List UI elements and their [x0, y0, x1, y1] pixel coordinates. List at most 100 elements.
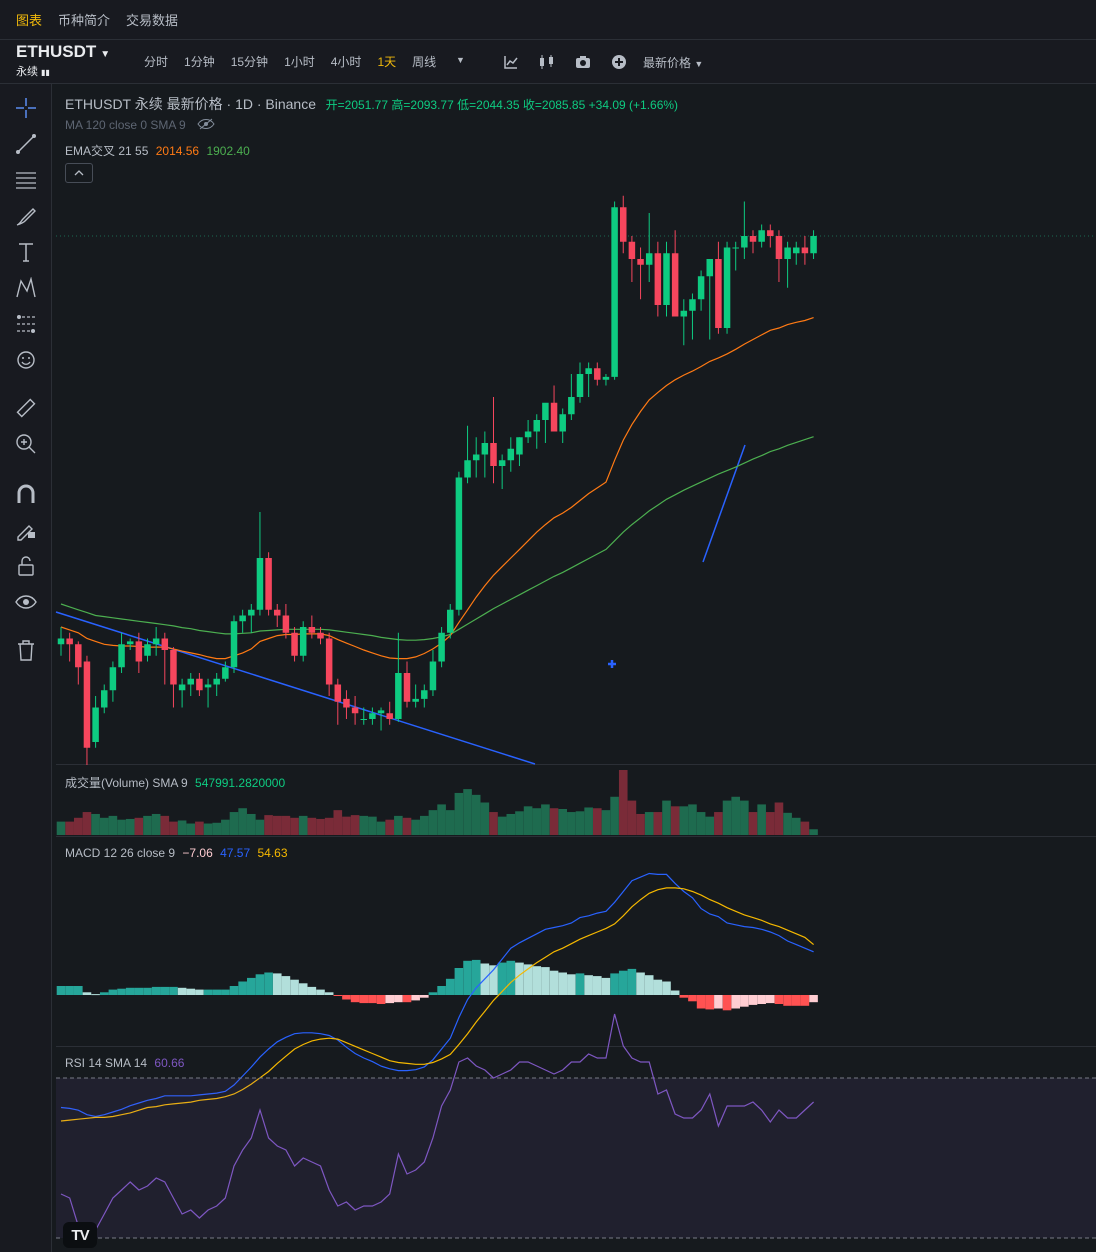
candle-body	[386, 713, 393, 719]
volume-bar	[627, 800, 637, 835]
zoom-in-icon[interactable]	[13, 431, 39, 457]
eye-icon[interactable]	[13, 589, 39, 615]
pane-divider[interactable]	[56, 764, 1096, 765]
candle-body	[810, 236, 817, 254]
trash-icon[interactable]	[13, 637, 39, 663]
macd-hist-bar	[212, 989, 221, 995]
volume-bar	[65, 821, 74, 835]
eye-hidden-icon[interactable]	[197, 118, 215, 133]
candle-body	[334, 684, 342, 702]
macd-hist-bar	[541, 967, 550, 995]
volume-bar	[411, 819, 420, 835]
candle-body	[637, 259, 644, 265]
collapse-legend-button[interactable]	[65, 163, 93, 183]
volume-bar	[350, 815, 360, 835]
symbol-name: ETHUSDT	[16, 42, 97, 61]
candle-body	[620, 207, 627, 242]
candle-body	[57, 638, 65, 645]
main-legend: ETHUSDT 永续 最新价格 · 1D · Binance 开=2051.77…	[65, 94, 678, 114]
macd-hist-bar	[143, 987, 152, 995]
lock-icon[interactable]	[13, 553, 39, 579]
macd-hist-bar	[316, 989, 325, 995]
crosshair-icon[interactable]	[13, 95, 39, 121]
tradingview-logo[interactable]: TV	[63, 1222, 97, 1248]
candle-body	[101, 690, 108, 708]
macd-hist-bar	[740, 995, 749, 1007]
candle-body	[767, 230, 774, 236]
interval-2[interactable]: 15分钟	[230, 55, 269, 69]
candle-body	[507, 448, 515, 461]
macd-hist-bar	[203, 989, 213, 995]
macd-hist-bar	[714, 995, 723, 1009]
macd-hist-bar	[385, 995, 394, 1004]
high-value: 2093.77	[410, 98, 454, 112]
change-value: +34.09 (+1.66%)	[588, 98, 679, 112]
fib-icon[interactable]	[13, 311, 39, 337]
candle-body	[749, 236, 757, 242]
macd-hist-bar	[117, 988, 126, 995]
brush-icon[interactable]	[13, 203, 39, 229]
volume-bar	[532, 808, 542, 835]
pane-divider[interactable]	[56, 836, 1096, 837]
volume-bar	[74, 817, 83, 835]
candle-body	[109, 667, 117, 691]
macd-hist-bar	[247, 977, 256, 995]
macd-hist-bar	[238, 981, 247, 995]
add-icon[interactable]	[608, 51, 630, 73]
macd-hist-bar	[523, 964, 533, 995]
interval-1[interactable]: 1分钟	[184, 55, 215, 69]
interval-5[interactable]: 1天	[377, 55, 397, 69]
price-type-select[interactable]: 最新价格 ▼	[643, 56, 704, 70]
emoji-icon[interactable]	[13, 347, 39, 373]
macd-hist-bar	[91, 994, 100, 996]
candle-type-icon[interactable]	[536, 51, 558, 73]
volume-bar	[618, 770, 628, 835]
magnet-icon[interactable]	[13, 481, 39, 507]
ruler-icon[interactable]	[13, 395, 39, 421]
volume-bar	[679, 806, 689, 835]
interval-6[interactable]: 周线	[412, 55, 437, 69]
macd-hist-bar	[290, 979, 299, 995]
volume-bar	[662, 800, 671, 835]
camera-icon[interactable]	[572, 51, 594, 73]
macd-hist-bar	[281, 976, 291, 995]
volume-bar	[636, 813, 645, 835]
candle-body	[421, 690, 428, 699]
candle-body	[308, 627, 316, 633]
volume-bar	[471, 794, 481, 835]
text-icon[interactable]	[13, 239, 39, 265]
caret-down-icon: ▼	[100, 49, 111, 60]
horizontal-lines-icon[interactable]	[13, 167, 39, 193]
macd-hist-bar	[333, 995, 343, 996]
candle-body	[317, 632, 324, 639]
candle-body	[178, 684, 186, 691]
macd-hist-bar	[65, 986, 74, 995]
pattern-icon[interactable]	[13, 275, 39, 301]
macd-hist-bar	[108, 989, 118, 995]
indicator-icon[interactable]	[500, 51, 522, 73]
tab-chart[interactable]: 图表	[16, 13, 43, 28]
candle-body	[628, 241, 636, 259]
interval-4[interactable]: 4小时	[330, 55, 362, 69]
candle-body	[135, 641, 143, 662]
candle-body	[654, 253, 662, 305]
candle-body	[343, 698, 350, 708]
volume-bar	[428, 810, 438, 835]
symbol-sub: 永续 ▮▮	[16, 66, 50, 78]
tab-coin-info[interactable]: 币种简介	[58, 13, 111, 28]
macd-hist-bar	[584, 975, 593, 995]
candle-body	[741, 236, 748, 248]
interval-0[interactable]: 分时	[144, 55, 169, 69]
tab-trade-data[interactable]: 交易数据	[126, 13, 179, 28]
pane-divider[interactable]	[56, 1046, 1096, 1047]
interval-3[interactable]: 1小时	[284, 55, 315, 69]
volume-bar	[774, 802, 784, 835]
trendline-icon[interactable]	[13, 131, 39, 157]
candle-body	[689, 299, 696, 311]
candle-body	[66, 638, 73, 645]
macd-hist-bar	[670, 990, 680, 995]
symbol-selector[interactable]: ETHUSDT ▼ 永续 ▮▮	[16, 42, 110, 79]
more-intervals-icon[interactable]: ▼	[456, 55, 465, 65]
lock-draw-icon[interactable]	[13, 517, 39, 543]
candle-body	[395, 673, 402, 719]
